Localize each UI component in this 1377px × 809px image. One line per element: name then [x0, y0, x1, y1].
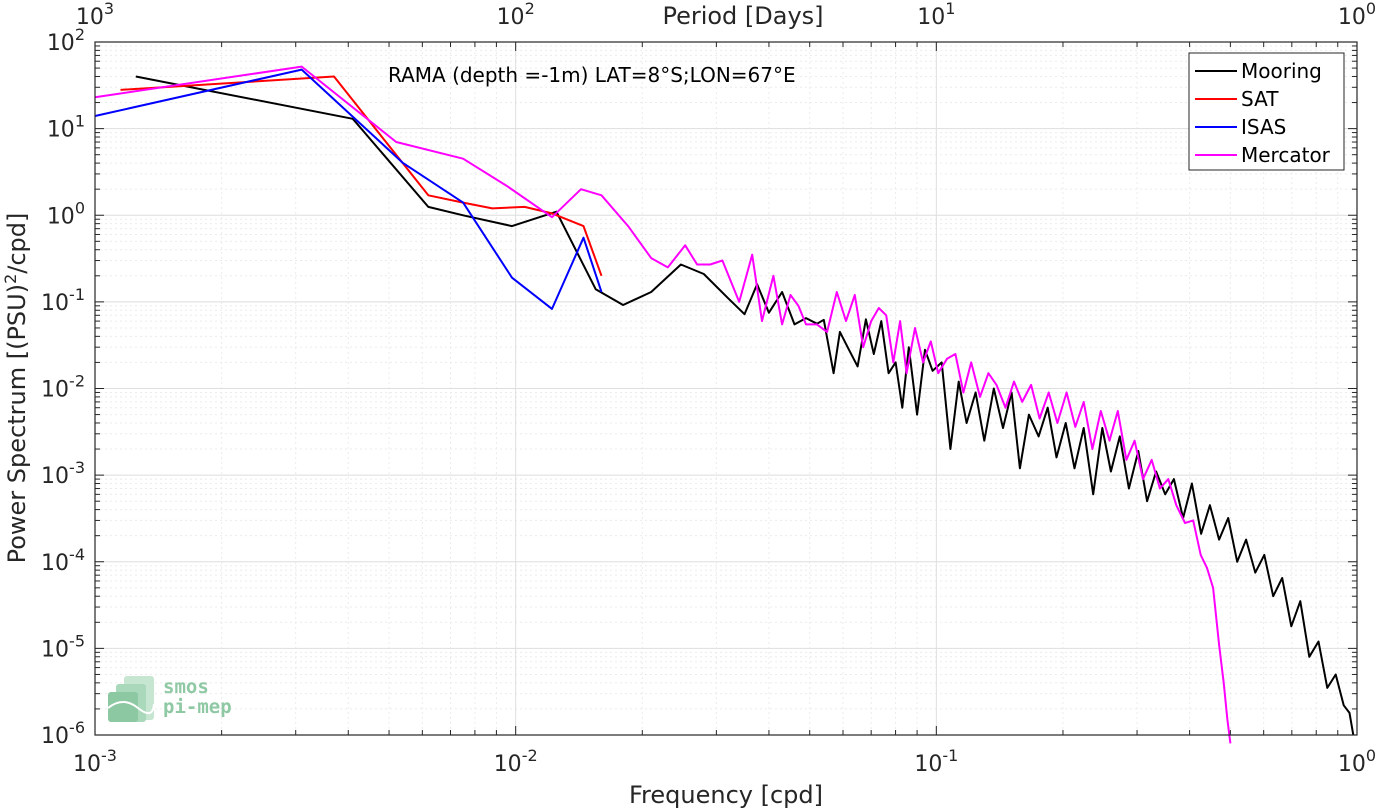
y-axis-title-tail: /cpd] [3, 213, 31, 274]
top-tick-label: 100 [1338, 0, 1376, 30]
top-axis-title: Period [Days] [662, 2, 823, 30]
y-tick-label: 10-5 [41, 631, 85, 662]
legend-box [1188, 52, 1345, 171]
x-tick-label: 10-1 [914, 746, 958, 777]
x-tick-label: 100 [1338, 746, 1376, 777]
logo-line-2: pi-mep [163, 696, 232, 718]
y-axis-title-main: Power Spectrum [(PSU) [3, 284, 31, 563]
series-line-isas [94, 68, 603, 310]
smos-pi-mep-logo: smos pi-mep [107, 676, 232, 722]
y-tick-label: 10-4 [41, 545, 85, 576]
y-tick-label: 10-6 [41, 718, 85, 749]
series-lines [94, 65, 1355, 744]
series-line-mooring [135, 75, 1355, 736]
series-line-sat [120, 75, 603, 277]
y-axis-title: Power Spectrum [(PSU)2/cpd] [1, 213, 31, 564]
top-tick-label: 102 [497, 0, 535, 30]
y-tick-label: 101 [47, 112, 85, 143]
y-tick-label: 10-1 [41, 285, 85, 316]
legend-label-mercator: Mercator [1241, 143, 1331, 167]
legend: Mooring SAT ISAS Mercator [1188, 52, 1345, 171]
x-axis-title: Frequency [cpd] [629, 781, 823, 809]
y-tick-label: 102 [47, 25, 85, 56]
top-tick-label: 101 [917, 0, 955, 30]
y-axis-title-superscript: 2 [1, 274, 20, 284]
series-line-mercator [94, 65, 1232, 744]
x-tick-label: 10-2 [494, 746, 538, 777]
y-tick-label: 100 [47, 198, 85, 229]
axis-ticks [94, 41, 1358, 736]
legend-label-isas: ISAS [1241, 115, 1286, 139]
legend-label-sat: SAT [1241, 87, 1279, 111]
y-tick-label: 10-2 [41, 372, 85, 403]
logo-waves-graphic [107, 676, 155, 722]
y-tick-label: 10-3 [41, 458, 85, 489]
x-tick-label: 10-3 [73, 746, 117, 777]
top-tick-label: 103 [76, 0, 114, 30]
logo-line-1: smos [163, 676, 209, 698]
legend-label-mooring: Mooring [1241, 59, 1322, 83]
chart-annotation-title: RAMA (depth =-1m) LAT=8°S;LON=67°E [388, 63, 796, 87]
